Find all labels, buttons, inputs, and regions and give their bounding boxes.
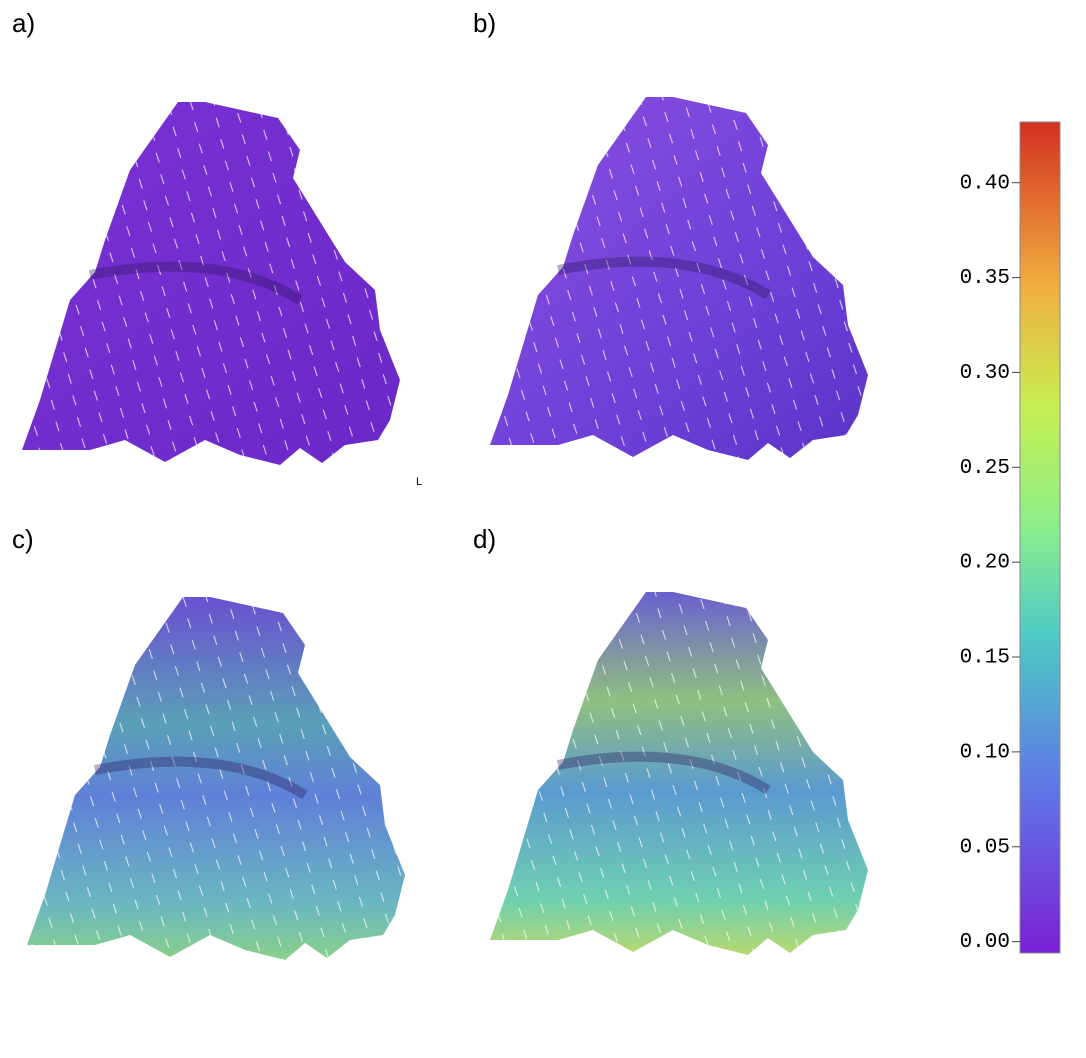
panel-label: c) bbox=[12, 524, 34, 554]
colorbar-tick-label: 0.40 bbox=[960, 172, 1010, 195]
vector-field bbox=[490, 97, 868, 460]
fold bbox=[557, 256, 771, 300]
colorbar-tick-label: 0.00 bbox=[960, 931, 1010, 954]
panel-label: a) bbox=[12, 8, 35, 38]
colorbar bbox=[1019, 121, 1061, 954]
vector-field bbox=[22, 102, 400, 465]
vector-field bbox=[490, 592, 868, 955]
fold bbox=[89, 261, 303, 305]
colorbar-tick-label: 0.20 bbox=[960, 552, 1010, 575]
colorbar-tick-label: 0.25 bbox=[960, 457, 1010, 480]
colorbar-tick-label: 0.10 bbox=[960, 741, 1010, 764]
panel-label: b) bbox=[473, 8, 496, 38]
colorbar-tick-label: 0.35 bbox=[960, 267, 1010, 290]
fold bbox=[557, 751, 771, 795]
vector-field bbox=[27, 597, 405, 960]
stray-text: L bbox=[416, 476, 422, 488]
colorbar-tick-label: 0.30 bbox=[960, 362, 1010, 385]
colorbar-tick-label: 0.15 bbox=[960, 647, 1010, 670]
fold bbox=[94, 756, 308, 800]
colorbar-tick-label: 0.05 bbox=[960, 836, 1010, 859]
panel-label: d) bbox=[473, 524, 496, 554]
